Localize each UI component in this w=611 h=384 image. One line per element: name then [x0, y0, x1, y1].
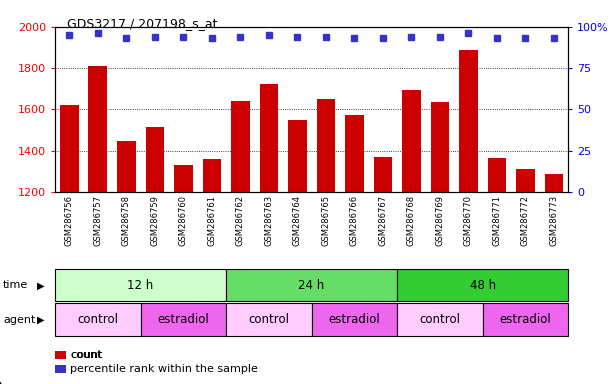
Text: estradiol: estradiol [329, 313, 380, 326]
Text: 12 h: 12 h [128, 279, 153, 291]
Bar [316, 99, 335, 192]
Bar [397, 303, 483, 336]
Bar [374, 157, 392, 192]
Bar [141, 303, 226, 336]
Text: control: control [77, 313, 119, 326]
Bar [397, 269, 568, 301]
Text: percentile rank within the sample: percentile rank within the sample [70, 364, 258, 374]
Bar [89, 66, 107, 192]
Bar [488, 158, 507, 192]
Text: control: control [419, 313, 461, 326]
Bar [459, 50, 478, 192]
Text: estradiol: estradiol [158, 313, 209, 326]
Bar [288, 120, 307, 192]
Text: count: count [70, 350, 102, 360]
Bar [483, 303, 568, 336]
Bar [231, 101, 249, 192]
Bar [402, 90, 420, 192]
Bar [226, 269, 397, 301]
Text: ▶: ▶ [37, 280, 45, 290]
Text: agent: agent [3, 315, 35, 325]
Text: time: time [3, 280, 28, 290]
Text: ▶: ▶ [37, 315, 45, 325]
Bar [60, 105, 78, 192]
Text: count: count [64, 350, 103, 360]
Bar [117, 141, 136, 192]
Bar [345, 114, 364, 192]
Bar [545, 174, 563, 192]
Text: 48 h: 48 h [470, 279, 496, 291]
Text: 24 h: 24 h [299, 279, 324, 291]
Bar [145, 127, 164, 192]
Bar [174, 165, 192, 192]
Bar [431, 102, 449, 192]
Bar [312, 303, 397, 336]
Bar [260, 84, 278, 192]
Text: GDS3217 / 207198_s_at: GDS3217 / 207198_s_at [67, 17, 218, 30]
Bar [202, 159, 221, 192]
Text: estradiol: estradiol [500, 313, 551, 326]
Bar [55, 303, 141, 336]
Bar [226, 303, 312, 336]
Bar [55, 269, 226, 301]
Bar [516, 169, 535, 192]
Text: control: control [248, 313, 290, 326]
